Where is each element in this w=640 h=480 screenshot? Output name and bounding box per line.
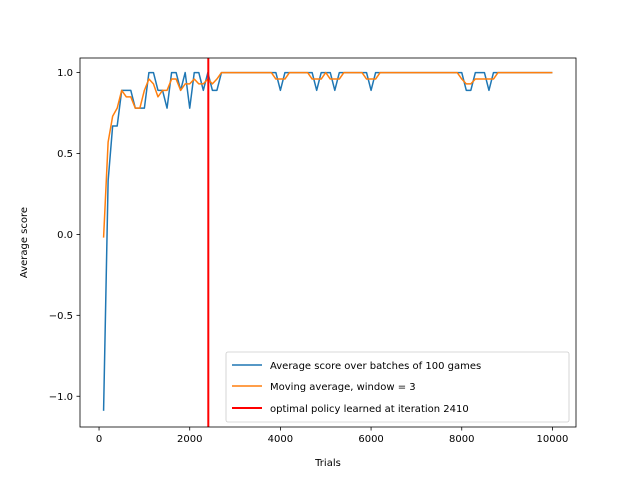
x-axis-label: Trials (314, 458, 341, 469)
y-tick-label: −0.5 (49, 311, 73, 322)
y-tick-label: 1.0 (57, 68, 73, 79)
x-tick-label: 2000 (177, 434, 202, 445)
series-line-1 (102, 71, 553, 238)
y-tick-label: 0.5 (57, 149, 73, 160)
y-tick-label: 0.0 (57, 230, 73, 241)
legend-box (225, 351, 570, 423)
legend: Average score over batches of 100 games … (225, 351, 570, 423)
plot-area (102, 58, 553, 427)
legend-label-series-1: Moving average, window = 3 (270, 382, 416, 393)
y-axis-label: Average score (19, 207, 30, 278)
x-tick-label: 4000 (268, 434, 293, 445)
axis-ticks: 0 2000 4000 6000 8000 10000 −1.0 −0.5 0.0 0.5 1.0 (49, 68, 569, 445)
axes-frame (79, 57, 577, 428)
legend-label-vline: optimal policy learned at iteration 2410 (270, 404, 469, 415)
y-tick-label: −1.0 (49, 392, 73, 403)
x-tick-label: 8000 (449, 434, 474, 445)
x-tick-label: 6000 (358, 434, 383, 445)
x-tick-label: 10000 (537, 434, 569, 445)
legend-label-series-0: Average score over batches of 100 games (270, 361, 481, 372)
series-line-0 (102, 71, 553, 411)
x-tick-label: 0 (96, 434, 102, 445)
